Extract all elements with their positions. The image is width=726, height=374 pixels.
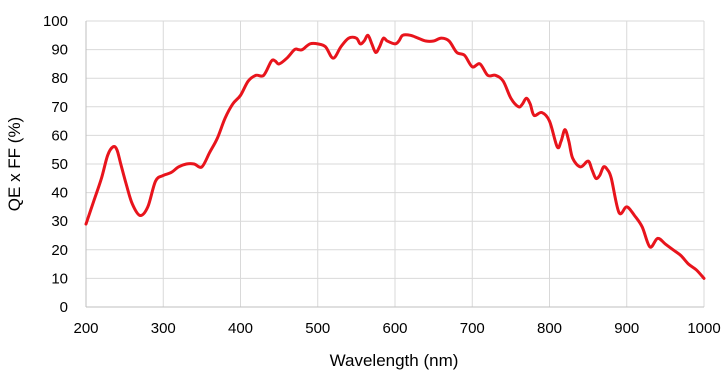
y-tick-label-100: 100 <box>43 13 68 30</box>
x-tick-label-600: 600 <box>382 320 407 337</box>
x-tick-label-400: 400 <box>228 320 253 337</box>
x-tick-label-700: 700 <box>460 320 485 337</box>
x-tick-label-500: 500 <box>305 320 330 337</box>
y-axis-title: QE x FF (%) <box>5 117 24 211</box>
y-tick-label-20: 20 <box>51 242 68 259</box>
series-layer <box>84 33 706 280</box>
x-tick-label-900: 900 <box>614 320 639 337</box>
x-tick-label-200: 200 <box>73 320 98 337</box>
y-tick-label-60: 60 <box>51 127 68 144</box>
tick-label-layer: 0 10 20 30 40 50 60 70 80 90 100 200 300 400 500 600 700… <box>43 13 721 337</box>
axis-layer <box>85 21 704 308</box>
x-tick-label-1000: 1000 <box>687 320 720 337</box>
x-tick-label-300: 300 <box>151 320 176 337</box>
y-tick-label-80: 80 <box>51 70 68 87</box>
y-tick-label-10: 10 <box>51 270 68 287</box>
y-tick-label-90: 90 <box>51 42 68 59</box>
y-tick-label-50: 50 <box>51 156 68 173</box>
y-tick-label-0: 0 <box>60 299 68 316</box>
y-tick-label-30: 30 <box>51 213 68 230</box>
x-tick-label-800: 800 <box>537 320 562 337</box>
series-line-0 <box>84 33 706 280</box>
grid-layer <box>86 20 705 307</box>
y-tick-label-70: 70 <box>51 99 68 116</box>
x-axis-title: Wavelength (nm) <box>330 351 459 370</box>
y-tick-label-40: 40 <box>51 185 68 202</box>
